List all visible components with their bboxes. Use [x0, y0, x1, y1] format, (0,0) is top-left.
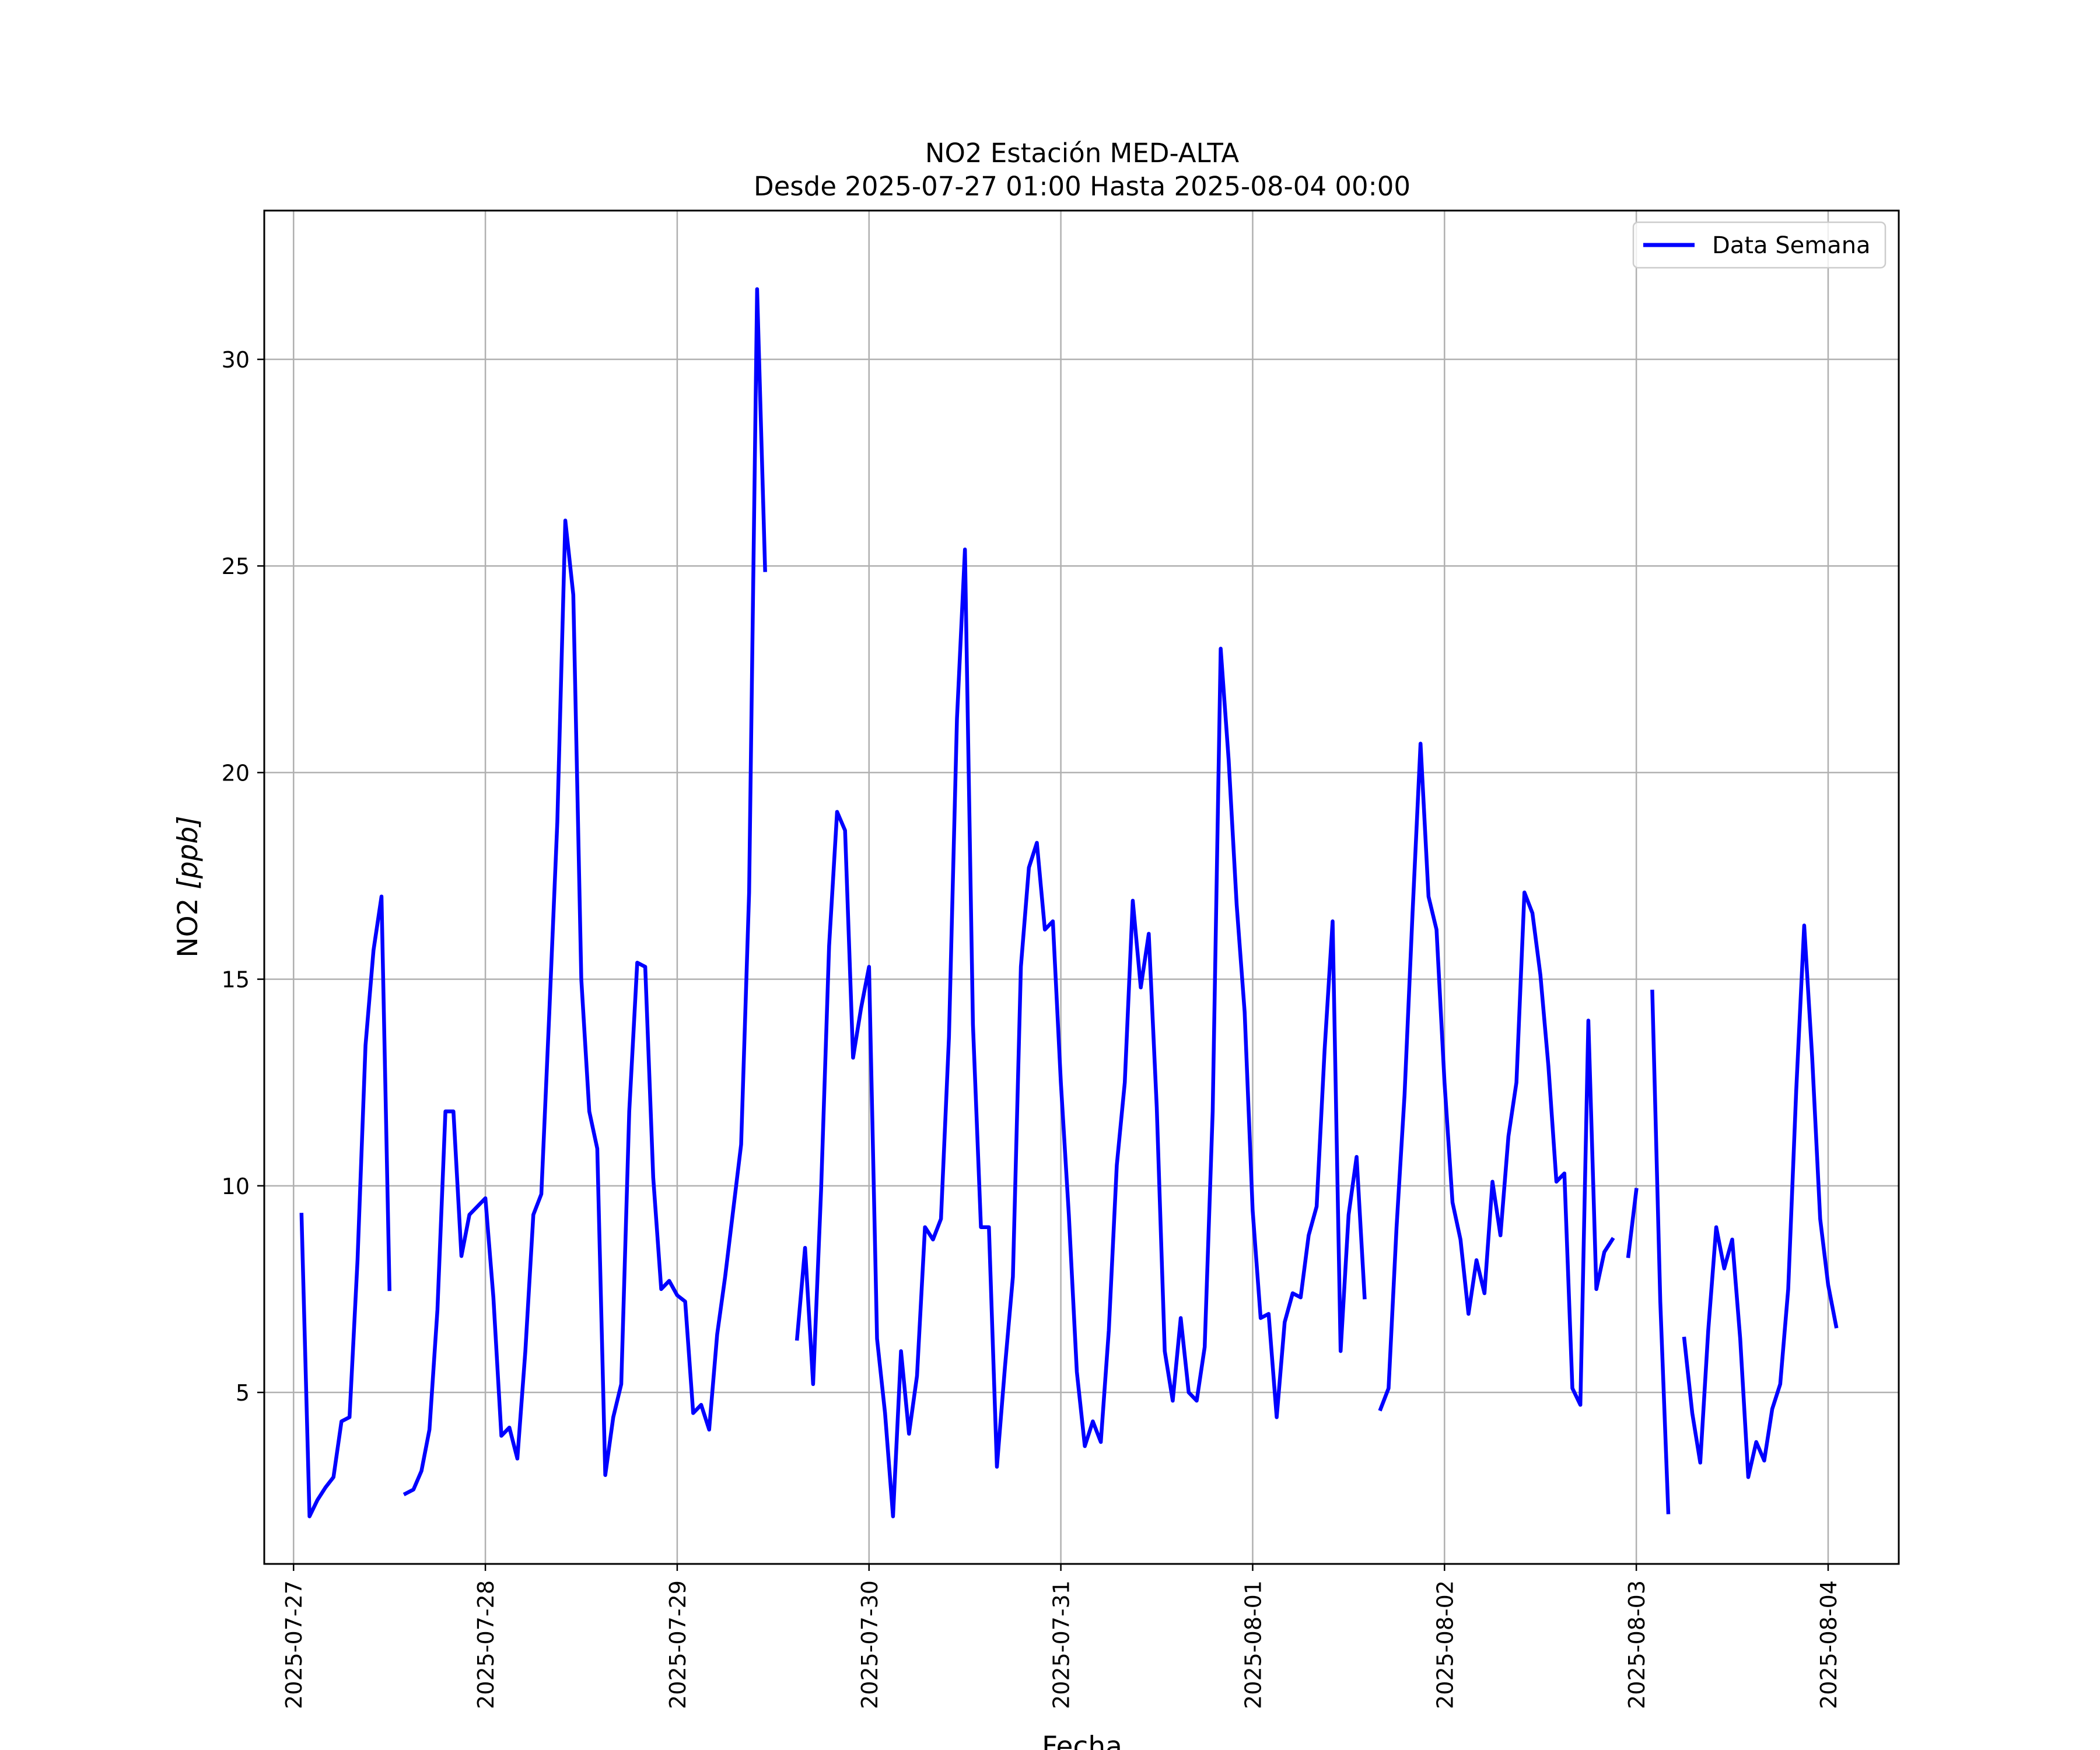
x-tick-label: 2025-08-02	[1432, 1580, 1458, 1709]
legend: Data Semana	[1632, 221, 1887, 269]
x-tick-label: 2025-07-30	[857, 1580, 883, 1709]
x-tick-label: 2025-07-29	[665, 1580, 691, 1709]
plot-frame	[263, 209, 1900, 1565]
y-tick-label: 25	[222, 554, 250, 579]
legend-box	[1632, 221, 1887, 269]
y-axis-label-main: NO2	[172, 890, 204, 958]
series-line-segment	[794, 547, 1367, 1518]
y-tick-label: 20	[222, 760, 250, 786]
series-line-segment	[1682, 923, 1839, 1479]
x-tick-label: 2025-08-04	[1816, 1580, 1842, 1709]
x-tick-label: 2025-07-28	[473, 1580, 499, 1709]
y-tick-label: 10	[222, 1174, 250, 1199]
series-line-segment	[402, 287, 767, 1496]
x-tick-label: 2025-07-31	[1049, 1580, 1074, 1709]
y-tick-label: 15	[222, 967, 250, 993]
series-line-segment	[299, 894, 392, 1518]
y-tick-label: 30	[222, 347, 250, 373]
series-line-segment	[1378, 741, 1615, 1412]
x-tick-label: 2025-08-01	[1240, 1580, 1266, 1709]
x-axis-ticks: 2025-07-27 2025-07-28 2025-07-29 2025-07-30…	[281, 1564, 1842, 1709]
series-line-segment	[1650, 989, 1671, 1514]
y-tick-label: 5	[236, 1380, 250, 1406]
y-axis-label-unit: [ppb]	[172, 816, 204, 889]
grid	[264, 211, 1899, 1564]
y-axis-label: NO2 [ppb]	[172, 816, 204, 957]
legend-label-data-semana: Data Semana	[1712, 232, 1871, 259]
x-tick-label: 2025-07-27	[281, 1580, 307, 1709]
series-data-semana	[299, 287, 1839, 1518]
x-tick-label: 2025-08-03	[1624, 1580, 1650, 1709]
chart-title: NO2 Estación MED-ALTA	[925, 138, 1240, 169]
x-axis-label: Fecha	[1042, 1731, 1122, 1750]
chart-subtitle: Desde 2025-07-27 01:00 Hasta 2025-08-04 …	[754, 171, 1410, 202]
series-line-segment	[1626, 1188, 1639, 1258]
y-axis-ticks: 5 10 15 20 25 30	[222, 347, 264, 1406]
